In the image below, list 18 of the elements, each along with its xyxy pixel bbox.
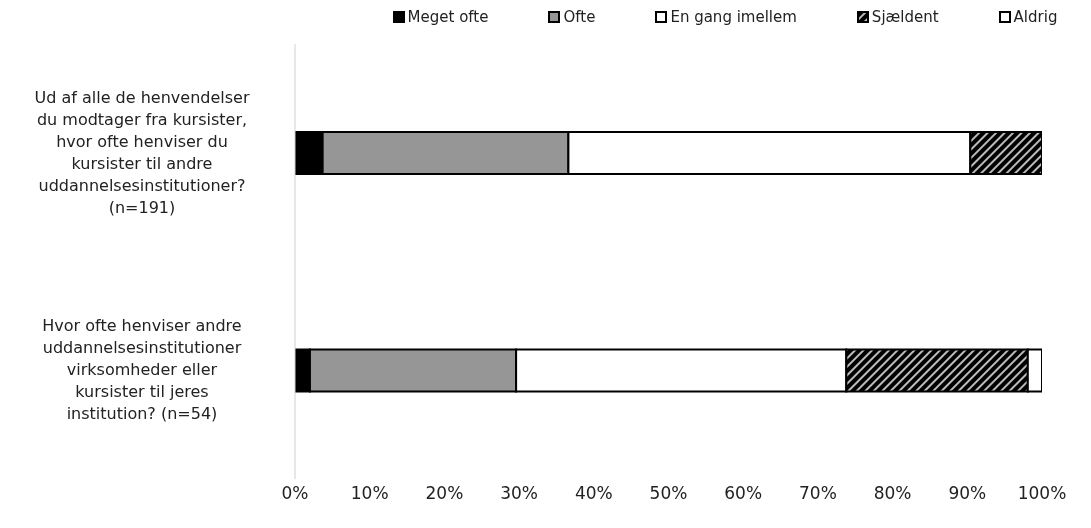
- legend-label: Meget ofte: [406, 8, 489, 26]
- x-tick-label: 40%: [574, 483, 613, 504]
- x-tick-label: 30%: [500, 483, 538, 504]
- x-tick-label: 50%: [649, 483, 688, 504]
- y-tick-label: Hvor ofte henviser andre uddannelsesinstitutioner virksomheder eller kursister til jeres institution? (n=54): [42, 315, 242, 423]
- legend-label: Sjældent: [870, 8, 939, 26]
- x-tick-label: 80%: [873, 483, 912, 504]
- legend-label: Aldrig: [1012, 8, 1058, 26]
- x-tick-label: 10%: [350, 483, 389, 504]
- x-tick-label: 90%: [948, 483, 987, 504]
- x-tick-label: 20%: [425, 483, 464, 504]
- x-tick-label: 60%: [724, 483, 763, 504]
- x-tick-label: 0%: [281, 483, 309, 504]
- x-tick-label: 70%: [799, 483, 837, 504]
- x-tick-label: 100%: [1017, 483, 1067, 504]
- legend-label: Ofte: [562, 8, 596, 26]
- y-tick-label: Ud af alle de henvendelser du modtager fra kursister, hvor ofte henviser du kursister til andre uddannelsesinstitutioner? (n=191): [34, 87, 250, 217]
- legend-label: En gang imellem: [669, 8, 797, 26]
